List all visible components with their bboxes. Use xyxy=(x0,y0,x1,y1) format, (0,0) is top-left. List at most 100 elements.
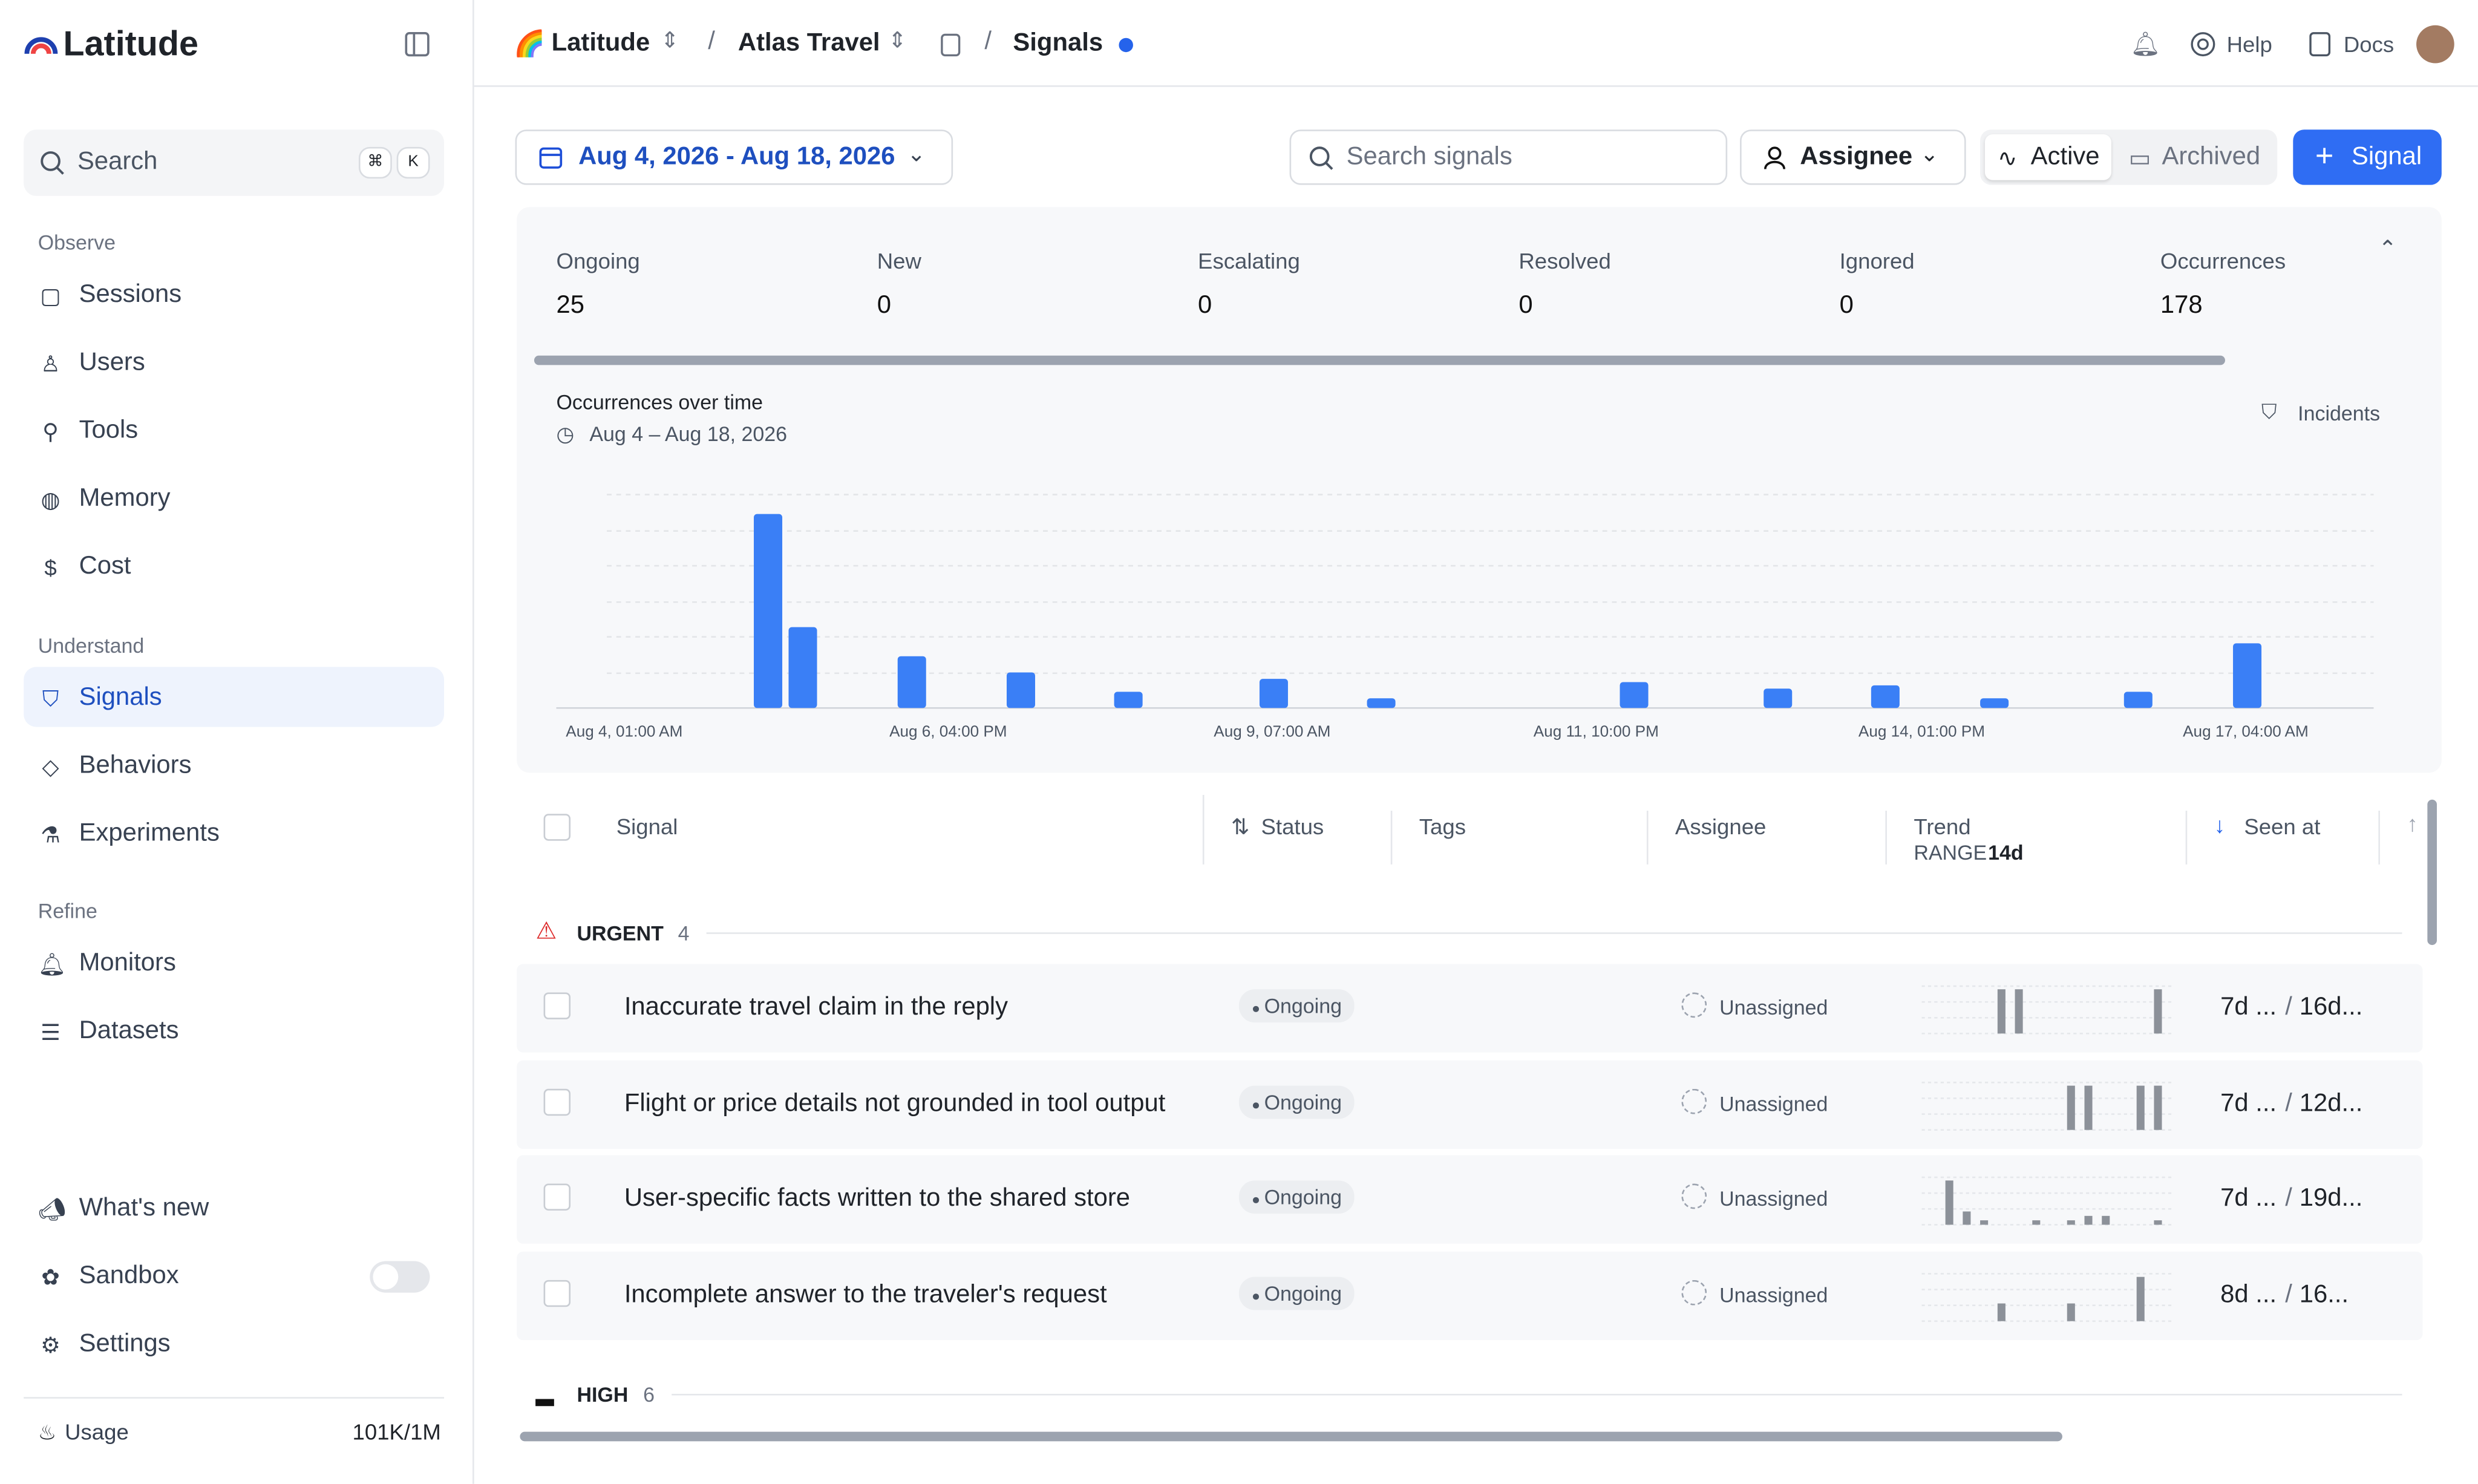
signal-row[interactable]: Flight or price details not grounded in … xyxy=(517,1059,2423,1148)
signal-row[interactable]: Incomplete answer to the traveler's requ… xyxy=(517,1250,2423,1339)
signal-title: Inaccurate travel claim in the reply xyxy=(624,994,1009,1021)
kbd: ⌘ xyxy=(358,146,392,179)
date-picker[interactable]: Aug 4, 2026 - Aug 18, 2026 ⌄ xyxy=(515,129,953,185)
status-pill[interactable]: ● Ongoing xyxy=(1238,1276,1355,1310)
assignee[interactable]: Unassigned xyxy=(1719,1282,1828,1306)
first-seen: 19d... xyxy=(2299,1185,2363,1212)
checkbox[interactable] xyxy=(543,1279,571,1306)
crumb[interactable]: Latitude xyxy=(551,30,650,57)
group-count: 4 xyxy=(678,921,690,946)
signal-row[interactable]: Inaccurate travel claim in the reply ● On… xyxy=(517,964,2423,1053)
tab[interactable]: Archived xyxy=(2162,143,2261,171)
nav-item[interactable]: ☰ Datasets xyxy=(38,1018,178,1046)
status-pill[interactable]: ● Ongoing xyxy=(1238,1085,1355,1119)
bar xyxy=(2233,643,2262,708)
usage-label: Usage xyxy=(65,1419,129,1445)
search-box[interactable]: Search ⌘ K xyxy=(24,129,445,196)
trend-sparkline xyxy=(1921,1176,2172,1226)
signal-row[interactable]: User-specific facts written to the share… xyxy=(517,1155,2423,1244)
search-icon xyxy=(41,151,64,175)
bar xyxy=(897,656,926,708)
nav-item[interactable]: $ Cost xyxy=(38,553,131,581)
new-signal-button[interactable]: + Signal xyxy=(2293,129,2442,185)
collapse-icon[interactable] xyxy=(405,31,430,57)
assignee[interactable]: Unassigned xyxy=(1719,1186,1828,1211)
usage-value: 101K/1M xyxy=(352,1419,441,1445)
stat-value: 0 xyxy=(1839,292,1854,319)
first-seen: 12d... xyxy=(2299,1090,2363,1117)
status-pill[interactable]: ● Ongoing xyxy=(1238,1180,1355,1214)
docs-icon xyxy=(2309,32,2331,57)
trend-bar xyxy=(2136,1276,2145,1321)
nav-item[interactable]: 📣︎ What's new xyxy=(38,1195,209,1223)
stat-value: 0 xyxy=(1519,292,1533,319)
column-header[interactable]: Assignee xyxy=(1675,814,1767,840)
assignee[interactable]: Unassigned xyxy=(1719,995,1828,1019)
nav-icon: ▢ xyxy=(40,282,61,308)
bell-icon[interactable]: 🔔︎ xyxy=(2130,31,2160,59)
plus-icon: + xyxy=(2315,139,2334,174)
column-header[interactable]: Signal xyxy=(616,814,678,840)
column-header[interactable]: Tags xyxy=(1419,814,1466,840)
column-header[interactable]: Seen at xyxy=(2244,814,2321,840)
nav-item[interactable]: ◇ Behaviors xyxy=(38,752,192,780)
stat-value: 25 xyxy=(556,292,584,319)
nav-label: Memory xyxy=(79,485,171,512)
assignee[interactable]: Unassigned xyxy=(1719,1091,1828,1115)
nav-item[interactable]: ⚗ Experiments xyxy=(38,820,220,849)
last-seen: 8d ... xyxy=(2220,1281,2277,1308)
tab-group: ∿ Active ▭ Archived xyxy=(1980,129,2278,185)
column-header[interactable]: Status xyxy=(1261,814,1324,840)
status: Ongoing xyxy=(1264,1185,1342,1209)
nav-item[interactable]: ▢ Sessions xyxy=(38,281,181,310)
separator: / xyxy=(2285,1185,2292,1212)
bar xyxy=(1259,679,1288,708)
crumb[interactable]: Signals xyxy=(1013,30,1103,57)
status-dot: ● xyxy=(1251,1096,1264,1112)
bar xyxy=(1367,698,1396,708)
separator: / xyxy=(2285,1281,2292,1308)
nav-item[interactable]: ⚙ Settings xyxy=(38,1330,170,1359)
signal-search[interactable]: Search signals xyxy=(1289,129,1728,185)
clock-icon: ◷ xyxy=(556,422,575,446)
group-rule xyxy=(706,932,2402,934)
toggle[interactable] xyxy=(370,1261,430,1293)
checkbox[interactable] xyxy=(543,1183,571,1211)
nav-item[interactable]: ⛉ Signals xyxy=(38,684,162,713)
group-rule xyxy=(672,1393,2402,1396)
checkbox[interactable] xyxy=(543,992,571,1019)
kbd: K xyxy=(396,146,430,179)
rainbow-icon: 🌈 xyxy=(513,31,546,59)
stat-label: Ongoing xyxy=(556,248,640,273)
help[interactable]: Help xyxy=(2226,31,2272,57)
nav-item[interactable]: 🔔︎ Monitors xyxy=(38,950,176,978)
sort-icon: ↑ xyxy=(2407,811,2418,836)
nav-item[interactable]: ⚲ Tools xyxy=(38,417,138,446)
assignee-icon xyxy=(1681,992,1707,1018)
checkbox[interactable] xyxy=(543,1088,571,1115)
nav-label: Behaviors xyxy=(79,752,192,779)
tab-active[interactable] xyxy=(1984,134,2111,180)
range-value[interactable]: 14d xyxy=(1988,840,2024,865)
nav-item[interactable]: ♙ Users xyxy=(38,349,145,378)
nav-item[interactable]: ✿ Sandbox xyxy=(38,1263,178,1291)
nav-item[interactable]: ◍ Memory xyxy=(38,485,171,514)
separator: / xyxy=(2285,994,2292,1021)
docs[interactable]: Docs xyxy=(2343,31,2395,57)
archive-icon: ▭ xyxy=(2128,145,2151,172)
nav-icon: ⚗ xyxy=(41,821,60,846)
last-seen: 7d ... xyxy=(2220,1185,2277,1212)
nav-icon: ⛉ xyxy=(42,685,59,711)
avatar[interactable] xyxy=(2416,25,2454,64)
trend-bar xyxy=(2032,1220,2041,1225)
trend-bar xyxy=(2067,1085,2075,1129)
bar xyxy=(1871,685,1900,708)
crumb[interactable]: Atlas Travel xyxy=(737,30,880,57)
status-dot: ● xyxy=(1251,1000,1264,1016)
assignee-filter[interactable]: Assignee ⌄ xyxy=(1740,129,1966,185)
collapse-caret[interactable]: ⌃ xyxy=(2378,235,2398,261)
chart-subtitle: Aug 4 – Aug 18, 2026 xyxy=(589,422,788,446)
checkbox[interactable] xyxy=(543,814,571,841)
incidents-toggle[interactable]: Incidents xyxy=(2298,401,2381,425)
status-pill[interactable]: ● Ongoing xyxy=(1238,989,1355,1023)
